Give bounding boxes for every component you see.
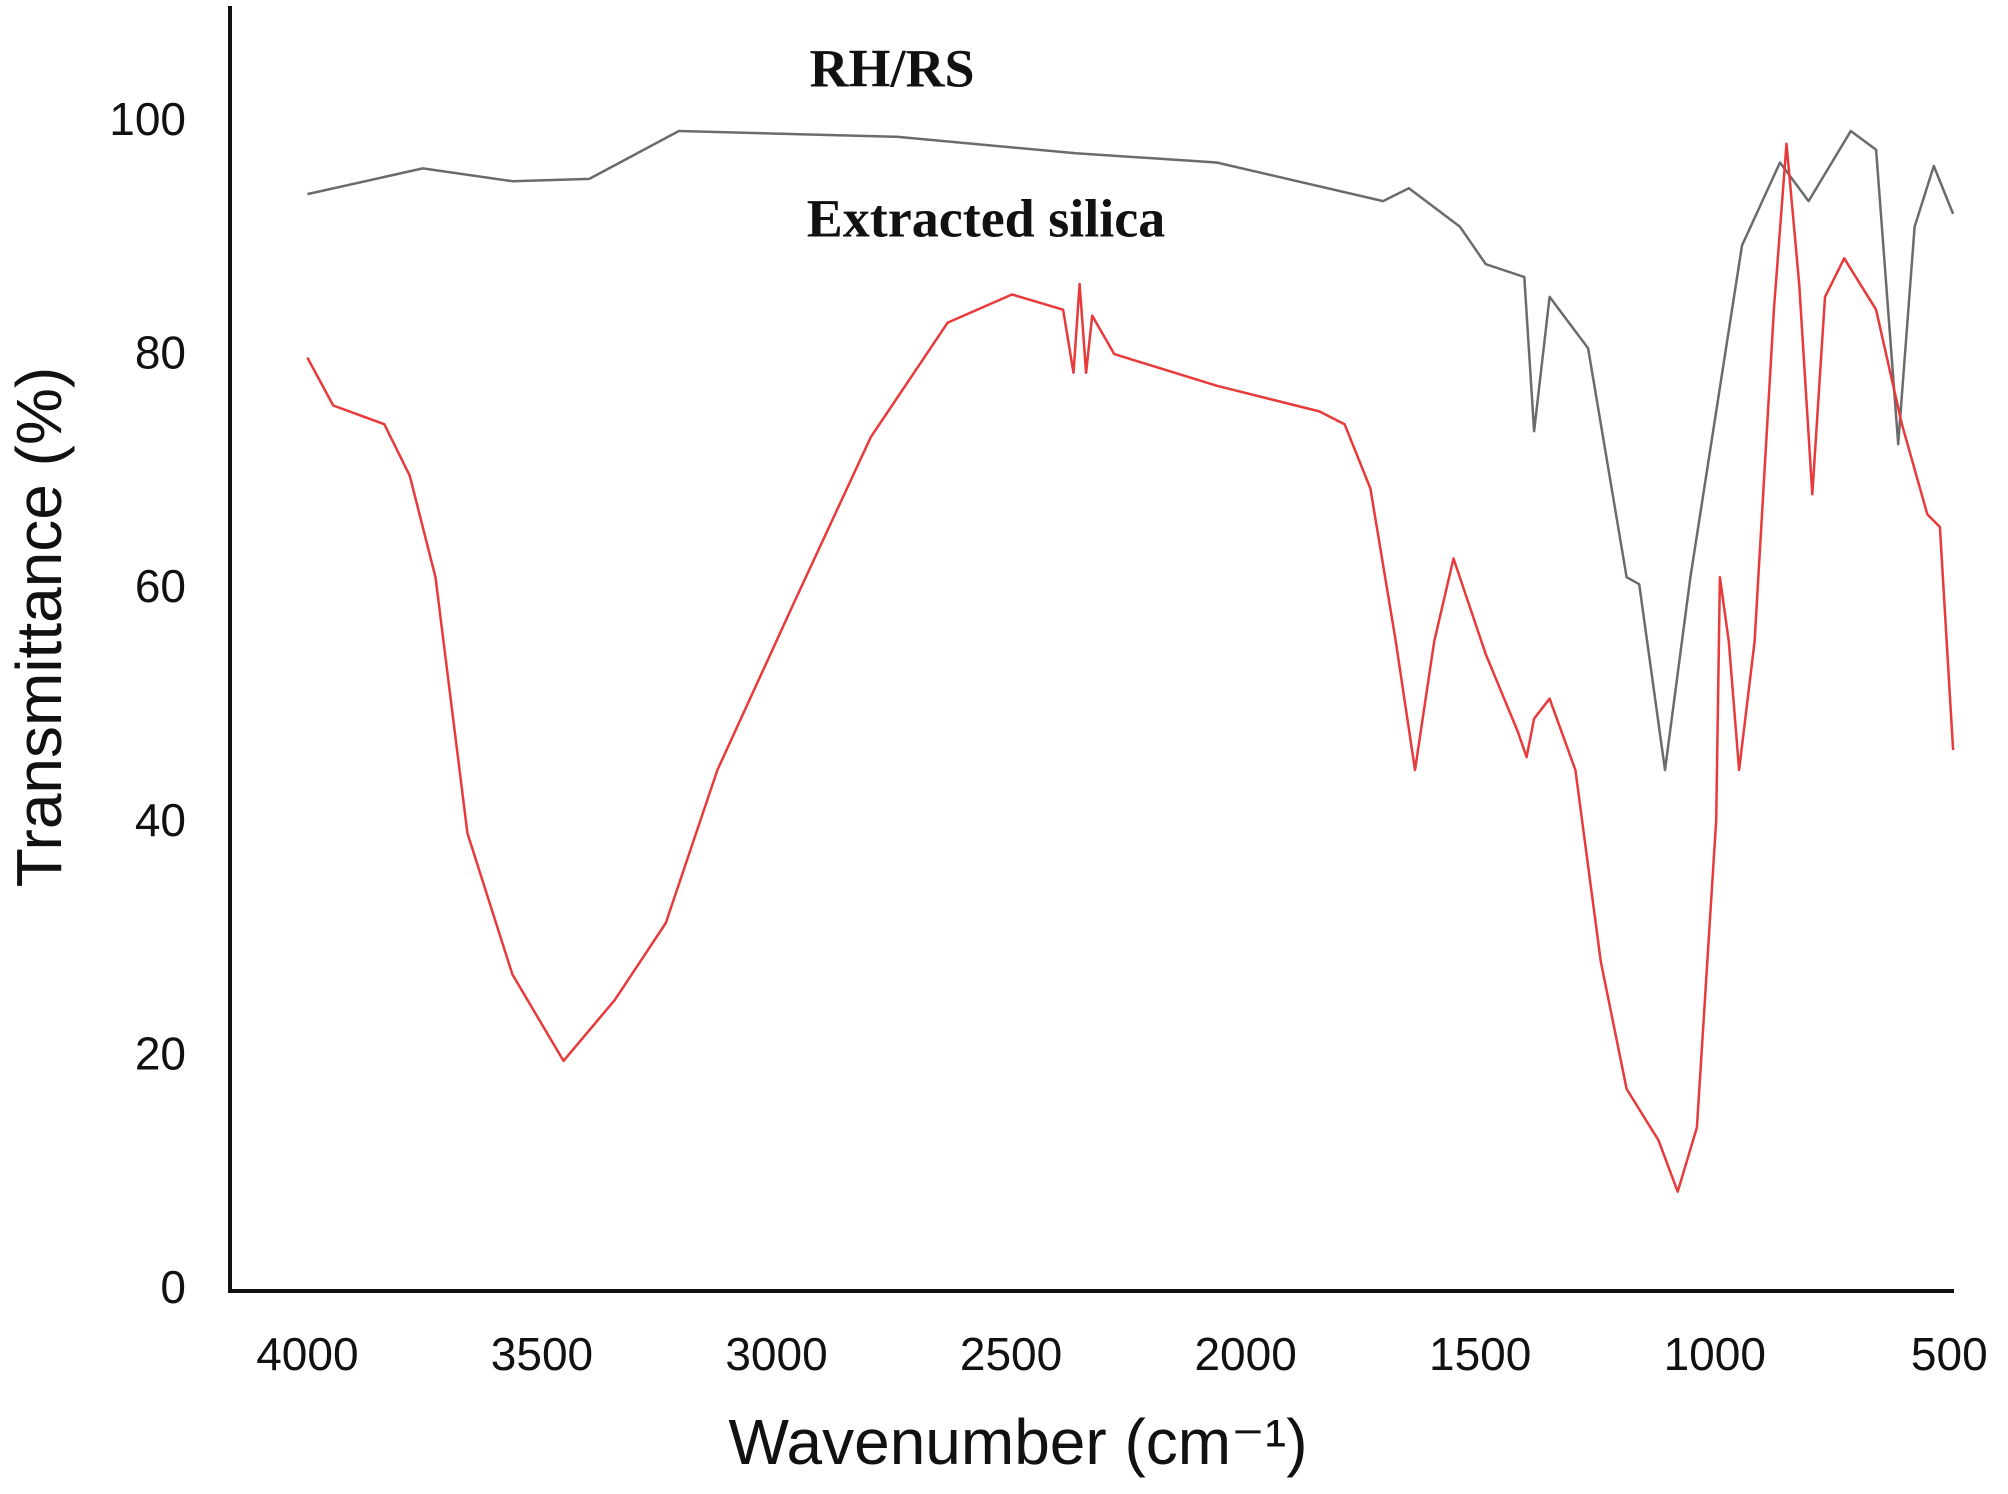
- series-line: [307, 129, 1955, 772]
- x-tick-label: 2000: [1194, 1328, 1296, 1380]
- x-axis-title: Wavenumber (cm⁻¹): [728, 1406, 1307, 1478]
- y-tick-label: 20: [135, 1028, 186, 1080]
- y-tick-label: 0: [160, 1261, 186, 1313]
- x-tick-label: 3000: [725, 1328, 827, 1380]
- x-tick-label: 1500: [1429, 1328, 1531, 1380]
- x-tick-label: 2500: [960, 1328, 1062, 1380]
- series-label: RH/RS: [809, 38, 974, 98]
- y-axis-title: Transmittance (%): [3, 367, 75, 887]
- series-line: [306, 142, 1955, 1193]
- y-tick-label: 100: [109, 93, 186, 145]
- x-tick-label: 1000: [1664, 1328, 1766, 1380]
- y-tick-label: 60: [135, 560, 186, 612]
- x-tick-label: 500: [1911, 1328, 1988, 1380]
- x-tick-label: 4000: [256, 1328, 358, 1380]
- series-label: Extracted silica: [807, 188, 1165, 248]
- y-tick-label: 80: [135, 327, 186, 379]
- x-tick-label: 3500: [491, 1328, 593, 1380]
- y-tick-label: 40: [135, 794, 186, 846]
